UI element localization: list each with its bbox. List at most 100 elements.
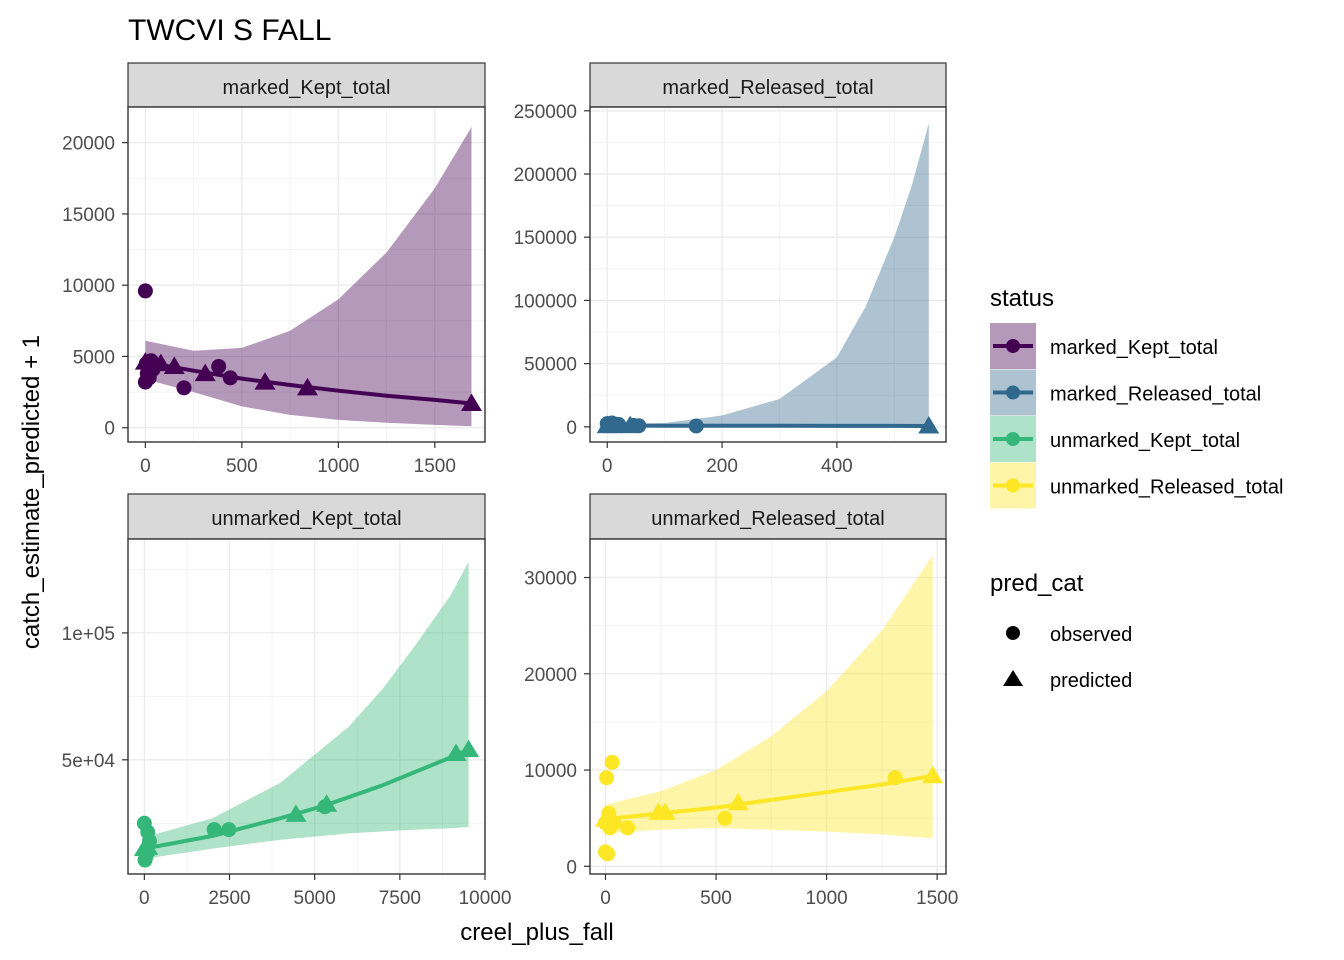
panel-strip-label: marked_Released_total <box>662 77 873 99</box>
chart-title: TWCVI S FALL <box>128 14 331 47</box>
predicted-point <box>619 415 641 434</box>
predicted-point <box>727 792 749 811</box>
x-tick-label: 5000 <box>294 888 336 909</box>
legend-key-point <box>1006 432 1020 446</box>
x-tick-label: 1000 <box>805 888 847 909</box>
y-tick-label: 0 <box>566 857 577 878</box>
legend-item-observed: observed <box>1006 624 1132 646</box>
legend-label: marked_Kept_total <box>1050 337 1218 359</box>
predicted-point <box>918 416 940 434</box>
observed-point <box>222 370 238 386</box>
panel-background <box>128 539 485 874</box>
triangle-icon <box>1003 670 1023 686</box>
panel-marked_Released_total: marked_Released_total 0 200 400 0 50000 100000… <box>514 62 947 477</box>
x-tick-label: 0 <box>140 456 151 477</box>
panel-border <box>127 106 486 443</box>
legend-label: observed <box>1050 624 1132 646</box>
legend-shape-title: pred_cat <box>990 570 1084 597</box>
y-tick-label: 20000 <box>524 665 577 686</box>
legend-label: predicted <box>1050 670 1132 692</box>
legend-item-marked_Kept_total: marked_Kept_total <box>990 323 1218 369</box>
y-tick-label: 5000 <box>73 347 115 368</box>
x-tick-label: 500 <box>700 888 732 909</box>
predicted-point <box>194 363 216 382</box>
predicted-point <box>654 802 676 820</box>
panel-unmarked_Kept_total: unmarked_Kept_total 0 2500 5000 7500 10000 5e+… <box>62 493 512 909</box>
y-tick-label: 5e+04 <box>62 751 116 772</box>
legend-item-marked_Released_total: marked_Released_total <box>990 369 1261 416</box>
observed-point <box>688 418 704 434</box>
panel-border <box>127 538 486 875</box>
predicted-point <box>296 377 318 396</box>
y-tick-label: 200000 <box>514 165 577 186</box>
x-tick-label: 1500 <box>916 888 958 909</box>
x-tick-label: 0 <box>602 456 613 477</box>
observed-point <box>604 754 620 770</box>
x-tick-label: 1500 <box>414 456 456 477</box>
y-tick-label: 20000 <box>62 134 115 155</box>
observed-point <box>717 810 733 826</box>
legend-item-unmarked_Released_total: unmarked_Released_total <box>990 462 1284 509</box>
observed-point <box>176 380 192 396</box>
legend: status marked_Kept_total marked_Released_… <box>990 285 1284 692</box>
observed-point <box>599 770 615 786</box>
predicted-point <box>134 352 156 370</box>
predicted-point <box>254 372 276 390</box>
panel-border <box>589 106 947 443</box>
observed-point <box>211 358 227 374</box>
predicted-point <box>594 809 616 827</box>
x-tick-label: 2500 <box>208 888 250 909</box>
x-tick-label: 0 <box>139 888 150 909</box>
panel-unmarked_Released_total: unmarked_Released_total 0 500 1000 1500 0 1000… <box>524 493 958 909</box>
legend-label: unmarked_Released_total <box>1050 477 1284 499</box>
x-axis-title: creel_plus_fall <box>460 919 613 946</box>
legend-item-predicted: predicted <box>1003 670 1132 692</box>
legend-label: marked_Released_total <box>1050 384 1261 406</box>
panel-strip-label: unmarked_Kept_total <box>211 508 401 530</box>
predicted-point <box>460 393 482 412</box>
panel-strip-label: unmarked_Released_total <box>651 508 885 530</box>
panel-strip <box>127 62 486 108</box>
legend-shape-items: observed predicted <box>1003 624 1132 692</box>
predicted-point <box>163 356 185 374</box>
panel-border <box>589 538 947 875</box>
legend-status-title: status <box>990 285 1054 312</box>
y-tick-label: 10000 <box>62 276 115 297</box>
circle-icon <box>1006 626 1020 640</box>
x-tick-label: 200 <box>706 456 738 477</box>
observed-point <box>887 770 903 786</box>
confidence-ribbon <box>605 555 933 839</box>
confidence-ribbon <box>607 123 929 427</box>
y-tick-label: 30000 <box>524 569 577 590</box>
x-tick-label: 7500 <box>379 888 421 909</box>
legend-label: unmarked_Kept_total <box>1050 430 1240 452</box>
panel-strip <box>127 493 486 540</box>
x-tick-label: 400 <box>821 456 853 477</box>
y-tick-label: 1e+05 <box>62 624 115 645</box>
legend-item-unmarked_Kept_total: unmarked_Kept_total <box>990 416 1240 462</box>
y-tick-label: 100000 <box>514 291 577 312</box>
y-tick-label: 50000 <box>524 355 577 376</box>
x-tick-label: 10000 <box>459 888 512 909</box>
predicted-point <box>602 415 624 434</box>
observed-point <box>600 846 616 862</box>
legend-key-point <box>1006 478 1020 493</box>
confidence-ribbon <box>145 127 472 427</box>
observed-point <box>620 820 636 836</box>
y-tick-label: 10000 <box>524 761 577 782</box>
y-axis-title: catch_estimate_predicted + 1 <box>18 335 45 649</box>
x-tick-label: 500 <box>226 456 258 477</box>
y-tick-label: 15000 <box>62 205 115 226</box>
panel-strip <box>589 62 947 108</box>
panel-background <box>590 107 946 442</box>
predicted-point <box>922 765 944 784</box>
predicted-point <box>316 794 338 812</box>
legend-key-point <box>1006 339 1020 353</box>
observed-point <box>206 822 222 838</box>
y-tick-label: 150000 <box>514 228 577 249</box>
y-tick-label: 250000 <box>514 102 577 123</box>
observed-point <box>221 822 237 838</box>
